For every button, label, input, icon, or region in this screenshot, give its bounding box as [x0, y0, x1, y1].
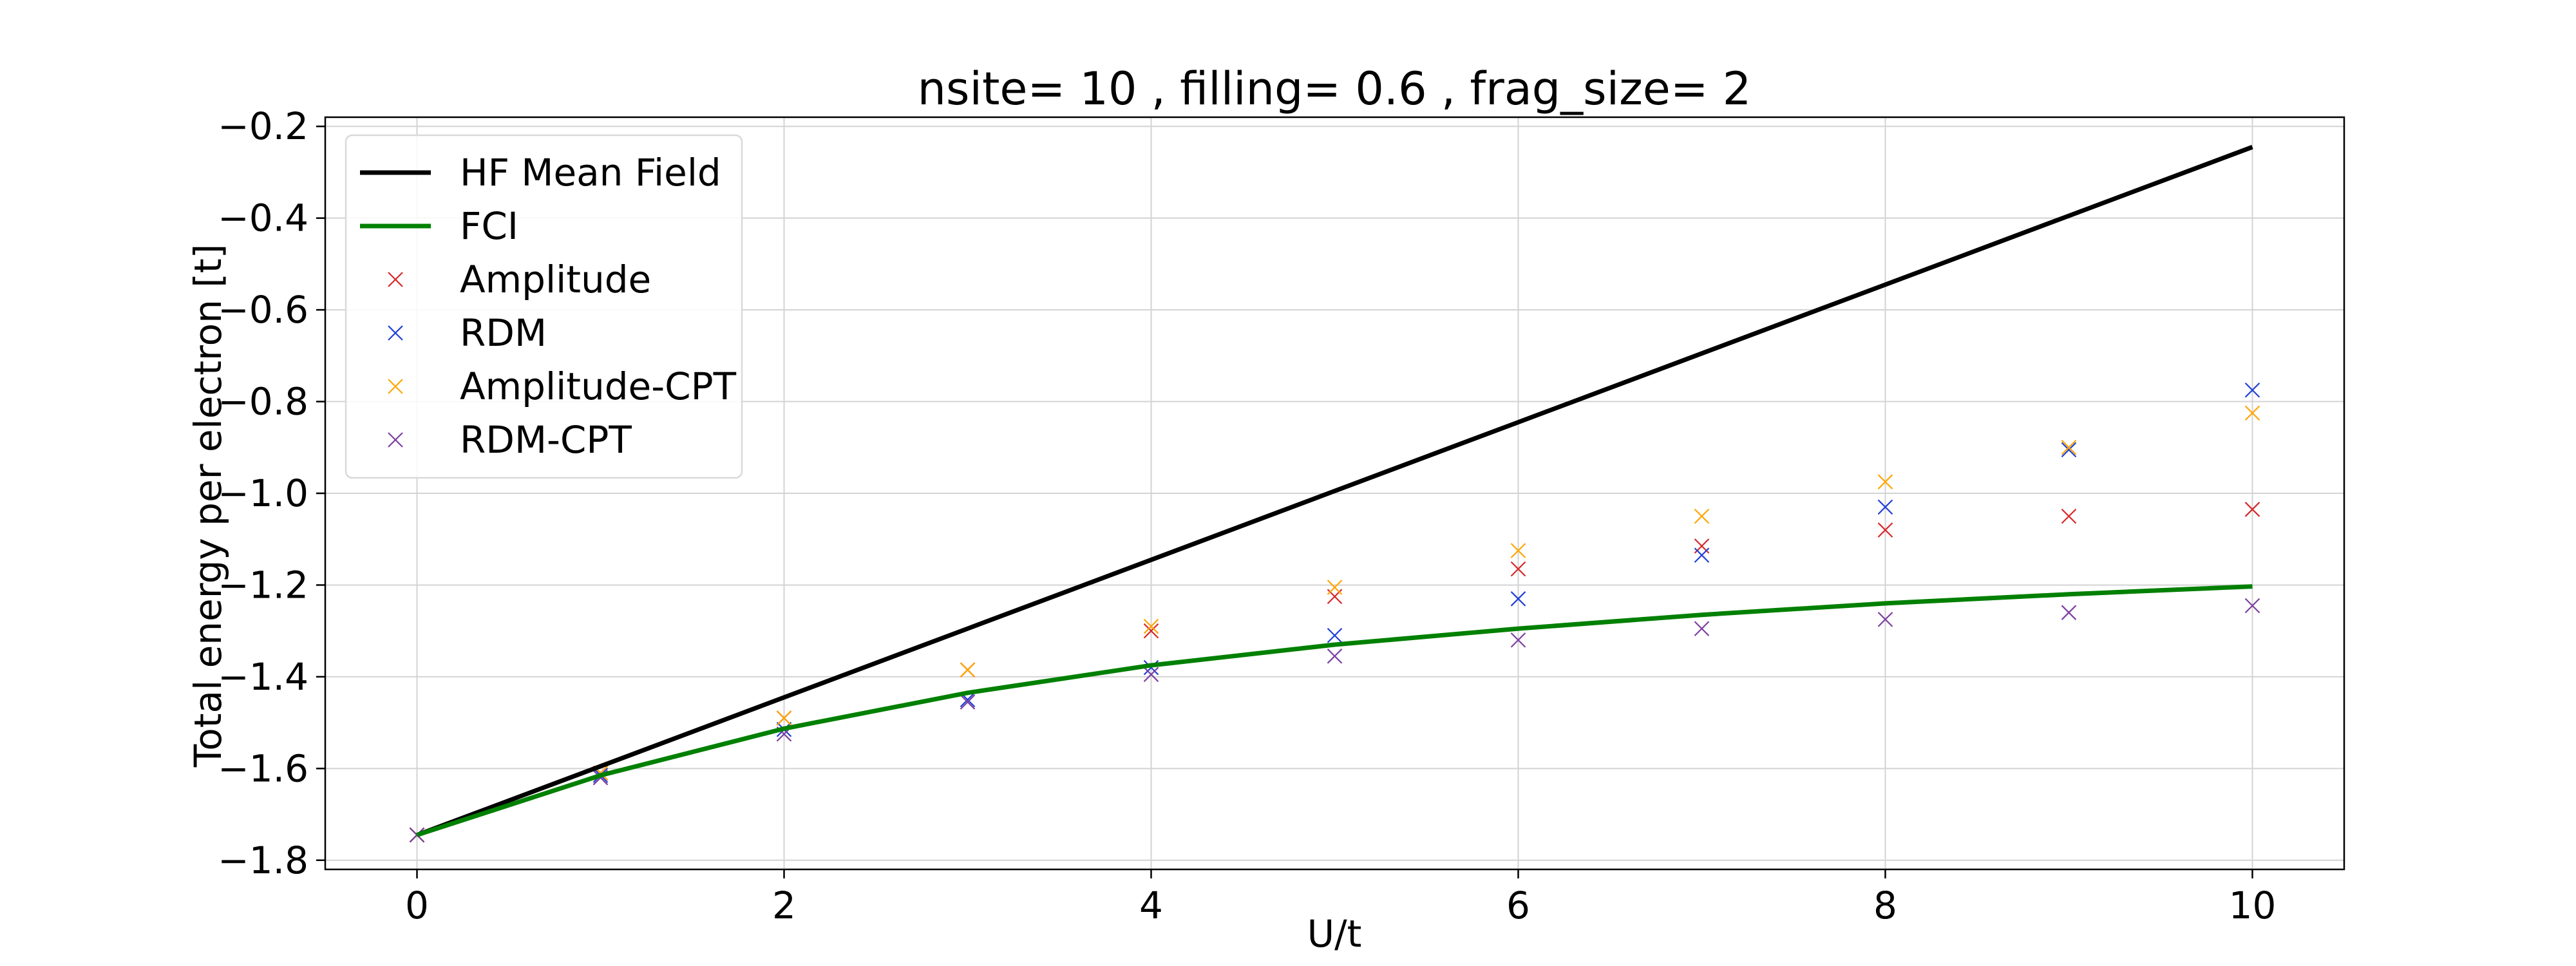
- y-tick-label: −0.4: [218, 196, 308, 240]
- y-tick-label: −1.8: [218, 838, 308, 882]
- y-tick-label: −0.6: [218, 288, 308, 332]
- x-tick-label: 6: [1506, 884, 1530, 927]
- y-tick-label: −1.0: [218, 471, 308, 515]
- y-tick-label: −1.4: [218, 655, 308, 699]
- legend-label: HF Mean Field: [460, 151, 721, 194]
- x-tick-label: 2: [772, 884, 796, 927]
- legend-label: FCI: [460, 204, 518, 248]
- y-axis-label: Total energy per electron [t]: [186, 244, 230, 768]
- legend: HF Mean Field FCI Amplitude RDM Amplitude-CP…: [346, 135, 742, 478]
- y-tick-label: −1.2: [218, 563, 308, 607]
- legend-label: RDM: [460, 311, 547, 355]
- legend-label: Amplitude: [460, 258, 651, 301]
- y-tick-label: −0.2: [218, 104, 308, 148]
- y-tick-label: −0.8: [218, 380, 308, 424]
- legend-label: RDM-CPT: [460, 418, 632, 462]
- x-tick-label: 10: [2229, 884, 2277, 927]
- x-tick-label: 0: [405, 884, 429, 927]
- x-axis-label: U/t: [1307, 912, 1362, 956]
- chart-title: nsite= 10 , filling= 0.6 , frag_size= 2: [918, 62, 1752, 115]
- x-tick-label: 8: [1873, 884, 1897, 927]
- x-tick-label: 4: [1139, 884, 1163, 927]
- legend-label: Amplitude-CPT: [460, 365, 737, 408]
- y-tick-label: −1.6: [218, 746, 308, 790]
